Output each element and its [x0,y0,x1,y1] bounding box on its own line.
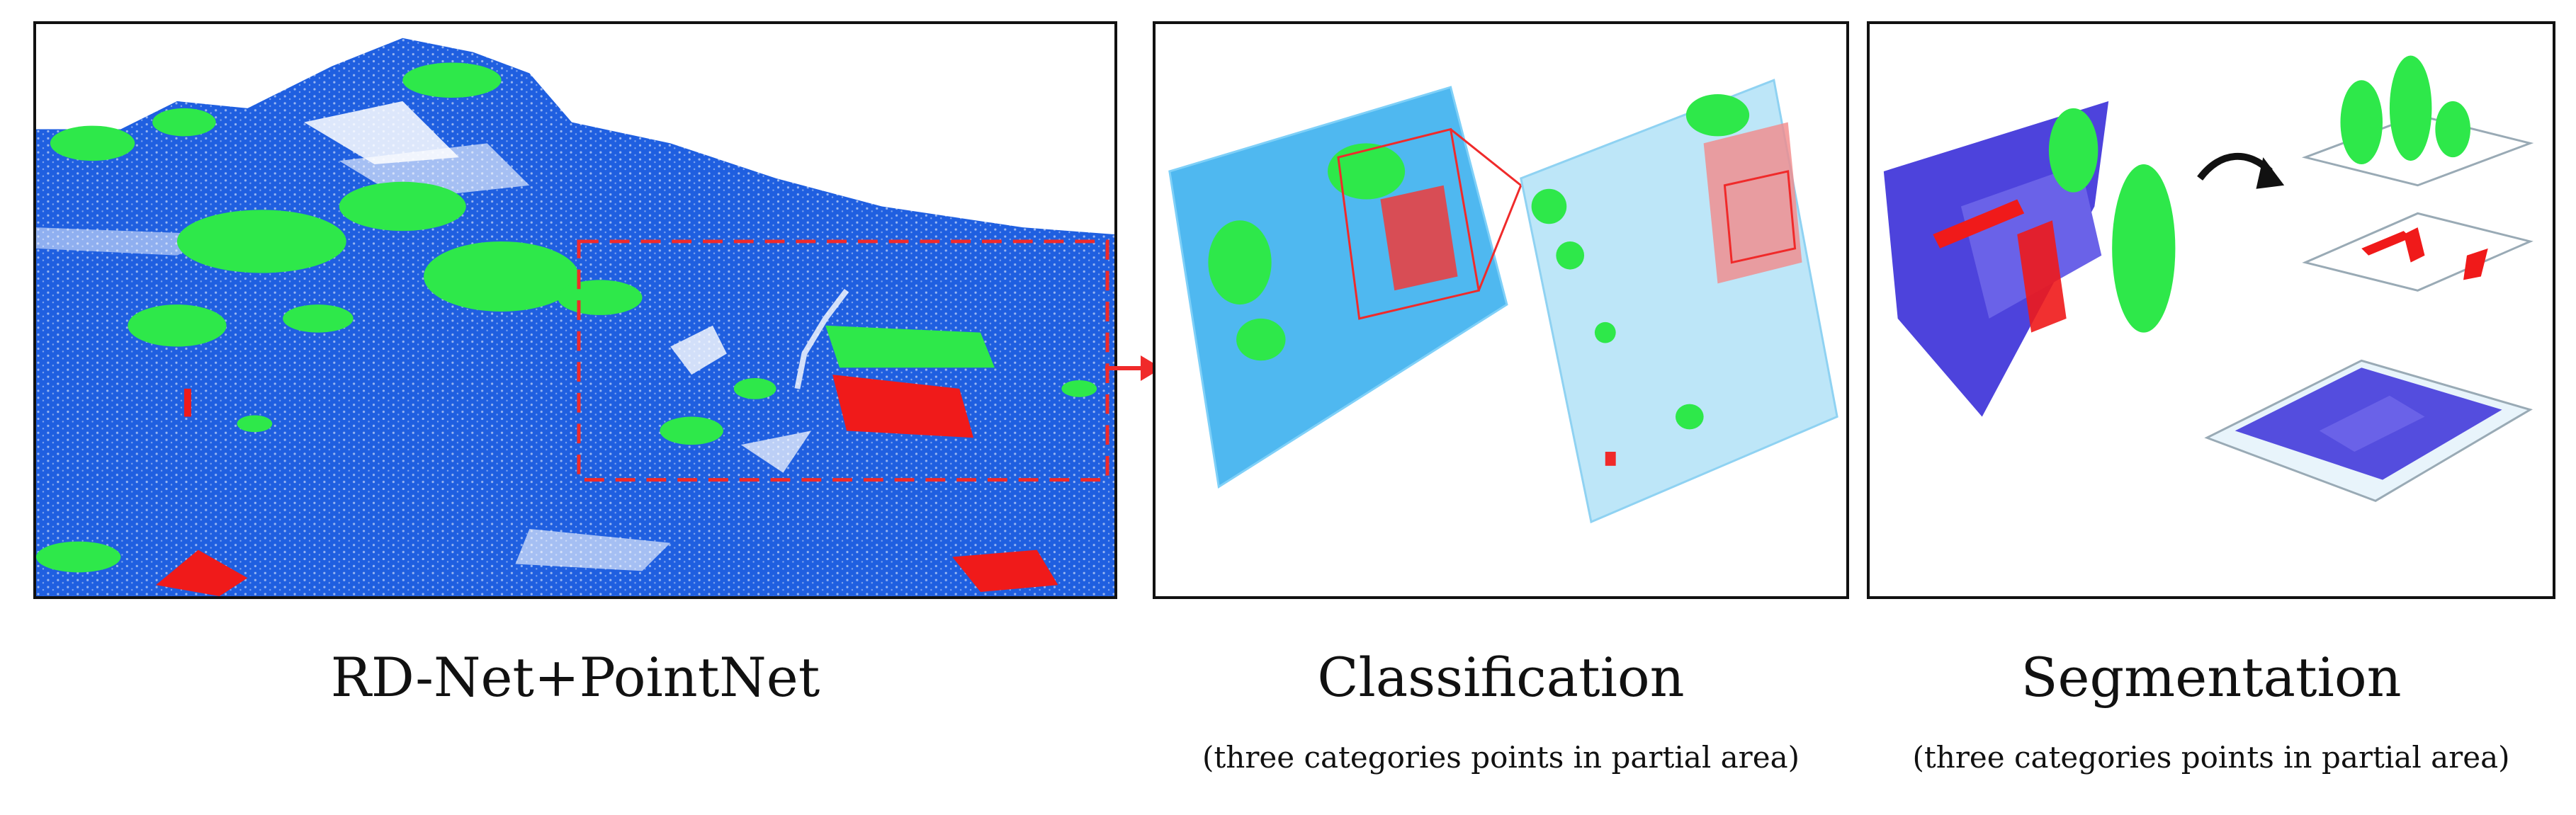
classification-caption: Classification [1317,646,1685,709]
segmentation-panel [1867,21,2555,599]
classification-panel [1153,21,1849,599]
rdnet-pointcloud-panel [33,21,1117,599]
segmentation-subcaption: (three categories points in partial area… [1912,740,2510,775]
segmentation-image [1870,24,2553,596]
arrow-right-icon [1105,355,1162,381]
rdnet-caption: RD-Net+PointNet [330,646,820,709]
segmentation-caption: Segmentation [2021,646,2402,709]
classification-subcaption: (three categories points in partial area… [1202,740,1800,775]
classification-image [1156,24,1846,596]
rdnet-pointcloud-image [36,24,1114,596]
